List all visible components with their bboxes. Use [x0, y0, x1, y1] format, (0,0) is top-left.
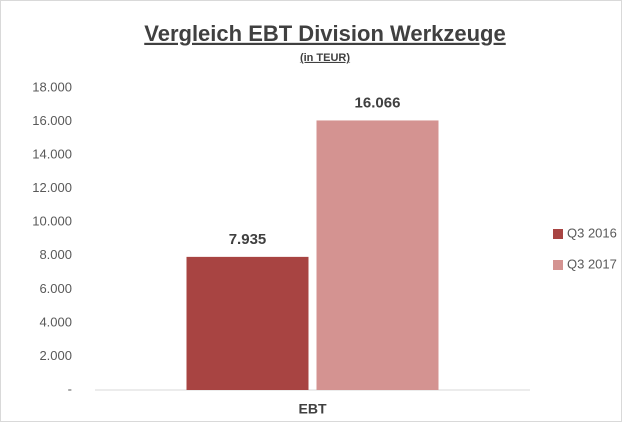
y-tick-label: 4.000 — [39, 314, 72, 329]
y-tick-label: 2.000 — [39, 348, 72, 363]
y-tick-label: 14.000 — [32, 147, 72, 162]
y-tick-label: - — [68, 381, 72, 396]
bar — [186, 256, 309, 390]
legend-swatch — [553, 229, 563, 239]
x-tick-label: EBT — [299, 401, 327, 417]
chart-title: Vergleich EBT Division Werkzeuge — [144, 21, 506, 46]
y-tick-label: 16.000 — [32, 113, 72, 128]
legend-label: Q3 2017 — [567, 256, 617, 271]
y-tick-label: 10.000 — [32, 214, 72, 229]
y-tick-label: 8.000 — [39, 247, 72, 262]
chart-subtitle: (in TEUR) — [300, 52, 350, 64]
bar — [316, 120, 439, 391]
data-label: 16.066 — [355, 94, 401, 111]
y-tick-label: 18.000 — [32, 79, 72, 94]
legend-swatch — [553, 260, 563, 270]
data-label: 7.935 — [229, 231, 267, 248]
legend-label: Q3 2016 — [567, 225, 617, 240]
y-tick-label: 6.000 — [39, 281, 72, 296]
y-tick-label: 12.000 — [32, 180, 72, 195]
